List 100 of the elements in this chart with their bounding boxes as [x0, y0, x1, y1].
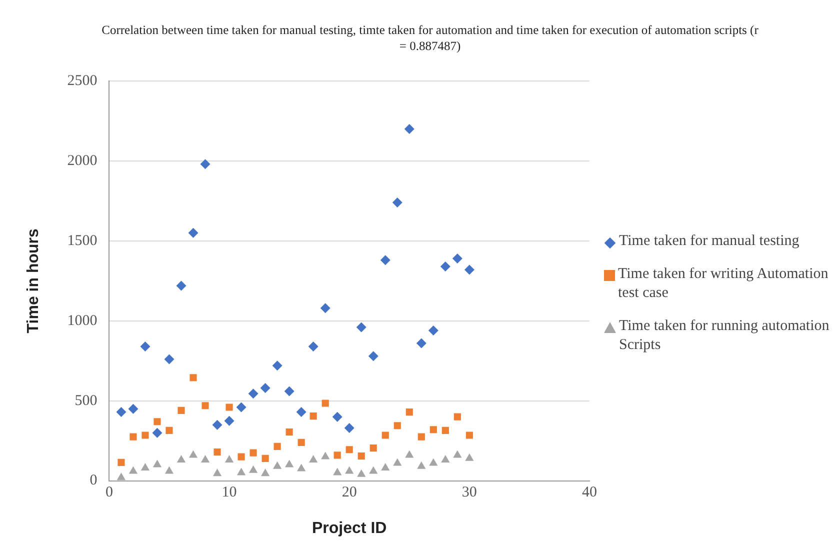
point — [310, 412, 317, 420]
point — [116, 407, 126, 418]
point — [248, 388, 258, 399]
point — [369, 466, 378, 474]
x-axis-title: Project ID — [312, 520, 387, 537]
point — [284, 386, 294, 396]
legend-label: Time taken for manual testing — [619, 232, 800, 251]
point — [381, 463, 390, 471]
point — [272, 360, 282, 371]
point — [142, 432, 149, 439]
point — [130, 433, 137, 440]
y-tick-label: 500 — [74, 392, 98, 409]
y-tick-label: 0 — [90, 472, 98, 489]
point — [344, 423, 354, 434]
point — [286, 428, 293, 436]
point — [370, 444, 377, 452]
point — [358, 452, 365, 460]
point — [176, 455, 186, 463]
point — [188, 450, 198, 458]
point — [152, 428, 162, 438]
point — [178, 406, 185, 414]
point — [164, 354, 174, 364]
x-tick-label: 30 — [462, 484, 477, 501]
point — [393, 458, 402, 466]
legend-label: Time taken for writing Automation test case — [618, 265, 830, 303]
point — [296, 407, 306, 418]
point — [357, 469, 366, 477]
point — [308, 341, 318, 352]
point — [200, 455, 210, 463]
point — [140, 341, 150, 352]
y-tick-label: 1500 — [67, 232, 98, 249]
point — [226, 404, 233, 411]
point — [260, 468, 270, 476]
point — [441, 455, 450, 463]
x-tick-label: 10 — [222, 484, 237, 501]
point — [166, 426, 173, 434]
point — [380, 255, 390, 266]
point — [248, 465, 258, 473]
point — [428, 325, 438, 336]
legend-label: Time taken for running automation Scripts — [619, 317, 830, 355]
point — [128, 404, 138, 414]
point — [320, 303, 330, 314]
point — [442, 426, 449, 434]
y-tick-label: 2000 — [67, 152, 98, 169]
point — [322, 400, 329, 407]
point — [345, 466, 354, 474]
point — [116, 472, 126, 480]
chart-title: Correlation between time taken for manual testing, timte taken for automation and time taken for execution of automation scripts (r = 0.887487) — [100, 22, 760, 54]
point — [298, 438, 305, 446]
point — [202, 402, 209, 410]
point — [440, 262, 450, 272]
point — [418, 433, 425, 440]
y-axis-title: Time in hours — [25, 228, 42, 334]
point — [465, 453, 474, 461]
point — [284, 460, 294, 468]
point — [394, 422, 401, 430]
point — [272, 461, 282, 469]
point — [382, 432, 389, 439]
point — [262, 454, 269, 462]
point — [429, 458, 438, 466]
point — [454, 413, 461, 420]
point — [453, 450, 462, 458]
point — [154, 418, 161, 426]
x-tick-label: 0 — [105, 484, 113, 501]
point — [250, 449, 257, 456]
point — [406, 408, 413, 416]
x-tick-label: 20 — [342, 484, 357, 501]
point — [212, 420, 222, 430]
x-tick-label: 40 — [582, 484, 597, 501]
point — [274, 442, 281, 450]
point — [405, 450, 414, 458]
point — [430, 426, 437, 434]
y-tick-label: 2500 — [67, 72, 98, 89]
point — [224, 416, 234, 426]
point — [188, 228, 198, 238]
point — [200, 159, 210, 170]
point — [332, 412, 342, 422]
point — [417, 461, 426, 469]
point — [214, 448, 221, 456]
point — [190, 374, 197, 382]
point — [334, 452, 341, 459]
point — [176, 280, 186, 291]
point — [392, 198, 402, 208]
point — [346, 446, 353, 454]
point — [128, 466, 138, 474]
point — [260, 383, 270, 394]
point — [333, 468, 342, 476]
point — [164, 466, 174, 474]
point — [309, 455, 318, 463]
point — [466, 432, 473, 439]
point — [118, 458, 125, 466]
point — [356, 322, 366, 332]
point — [404, 124, 414, 134]
point — [368, 351, 378, 362]
point — [238, 453, 245, 460]
point — [416, 338, 426, 348]
y-tick-label: 1000 — [67, 312, 98, 329]
point — [140, 463, 150, 471]
point — [452, 254, 462, 264]
point — [236, 468, 246, 476]
